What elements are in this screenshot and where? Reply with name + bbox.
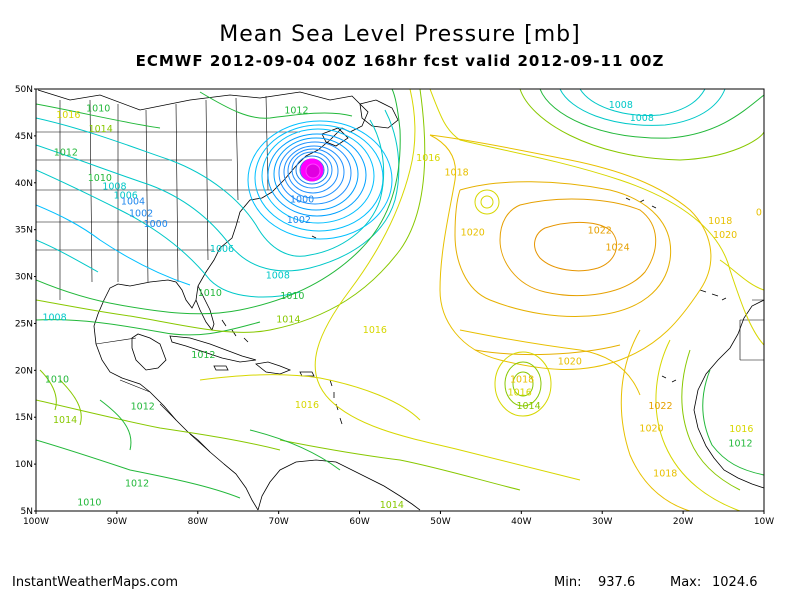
lat-tick-label: 20N	[15, 366, 33, 376]
contour-label: 1012	[728, 438, 752, 449]
lon-tick-label: 30W	[592, 517, 612, 527]
contour-label: 1010	[86, 104, 110, 115]
contour-label: 1014	[380, 500, 404, 511]
lat-tick-label: 35N	[15, 226, 33, 236]
contour-label: 1010	[280, 291, 304, 302]
contour-label: 1012	[291, 550, 315, 561]
contour-label: 1012	[284, 105, 308, 116]
contour-label: 1016	[363, 325, 387, 336]
contour-label: 1014	[716, 535, 740, 546]
contour-label: 1000	[144, 219, 168, 230]
lon-tick-label: 10W	[754, 517, 774, 527]
contour-label: 1016	[416, 153, 440, 164]
contour-label: 1002	[129, 209, 153, 220]
coastlines	[37, 89, 764, 511]
contour-label: 1012	[191, 350, 215, 361]
map-subtitle: ECMWF 2012-09-04 00Z 168hr fcst valid 20…	[135, 52, 665, 70]
lat-tick-label: 15N	[15, 413, 33, 423]
max-label: Max:	[670, 575, 702, 590]
contour-label: 1016	[295, 400, 319, 411]
isobars	[36, 89, 764, 511]
contour-label: 0	[756, 208, 762, 219]
contour-label: 1012	[131, 402, 155, 413]
contour-label: 1010	[235, 541, 259, 552]
contour-label: 1008	[630, 113, 654, 124]
low-center-core	[305, 163, 321, 179]
lat-tick-label: 50N	[15, 85, 33, 95]
lon-tick-label: 50W	[430, 517, 450, 527]
max-value: 1024.6	[712, 575, 758, 590]
contour-label: 1004	[121, 196, 145, 207]
lon-tick-label: 90W	[107, 517, 127, 527]
contour-label: 1008	[102, 181, 126, 192]
contour-label: 1006	[210, 244, 234, 255]
contour-label: 1010	[88, 173, 112, 184]
contour-label: 1024	[605, 242, 629, 253]
political-borders	[36, 95, 764, 475]
map-title: Mean Sea Level Pressure [mb]	[219, 22, 581, 47]
lon-tick-label: 70W	[268, 517, 288, 527]
contour-label: 1010	[77, 497, 101, 508]
contour-label: 1014	[398, 556, 422, 567]
lat-tick-label: 10N	[15, 460, 33, 470]
contour-label: 1006	[114, 191, 138, 202]
contour-label: 1020	[639, 423, 663, 434]
contour-label: 1014	[516, 401, 540, 412]
latitude-axis: 50N 45N 40N 35N 30N 25N 20N 15N 10N 5N	[15, 85, 36, 517]
lat-tick-label: 5N	[21, 507, 33, 517]
contour-labels: 1016101410121010100810061004100210001012…	[42, 100, 786, 567]
lat-tick-label: 30N	[15, 273, 33, 283]
contour-label: 1012	[125, 479, 149, 490]
contour-label: 1012	[54, 148, 78, 159]
contour-label: 1020	[558, 357, 582, 368]
contour-label: 1022	[648, 401, 672, 412]
contour-label: 1010	[45, 375, 69, 386]
lon-tick-label: 60W	[349, 517, 369, 527]
map-frame	[35, 88, 765, 512]
low-rings	[247, 120, 393, 240]
longitude-axis: 100W 90W 80W 70W 60W 50W 40W 30W 20W 10W	[23, 511, 774, 527]
contour-label: 1008	[266, 270, 290, 281]
lon-tick-label: 100W	[23, 517, 49, 527]
site-credit: InstantWeatherMaps.com	[12, 575, 179, 590]
lat-tick-label: 40N	[15, 179, 33, 189]
contour-label: 1002	[287, 215, 311, 226]
lat-tick-label: 25N	[15, 319, 33, 329]
contour-label: 1018	[708, 216, 732, 227]
contour-label: 1016	[508, 388, 532, 399]
contour-label: 1008	[42, 313, 66, 324]
contour-label: 1000	[290, 194, 314, 205]
contour-label: 1014	[89, 124, 113, 135]
lon-tick-label: 80W	[188, 517, 208, 527]
lat-tick-label: 45N	[15, 132, 33, 142]
contour-label: 1016	[56, 110, 80, 121]
min-label: Min:	[554, 575, 582, 590]
contour-label: 1020	[713, 230, 737, 241]
contour-label: 1014	[53, 415, 77, 426]
contour-label: 1018	[444, 167, 468, 178]
lon-tick-label: 20W	[673, 517, 693, 527]
contour-label: 1018	[510, 375, 534, 386]
contour-label: 1016	[729, 424, 753, 435]
lon-tick-label: 40W	[511, 517, 531, 527]
contour-label: 1018	[653, 468, 677, 479]
contour-label: 1022	[588, 225, 612, 236]
contour-label: 1010	[198, 288, 222, 299]
contour-label: 1014	[276, 315, 300, 326]
contour-label: 1020	[461, 227, 485, 238]
min-value: 937.6	[598, 575, 636, 590]
contour-label: 101	[768, 301, 786, 312]
contour-label: 1008	[609, 100, 633, 111]
